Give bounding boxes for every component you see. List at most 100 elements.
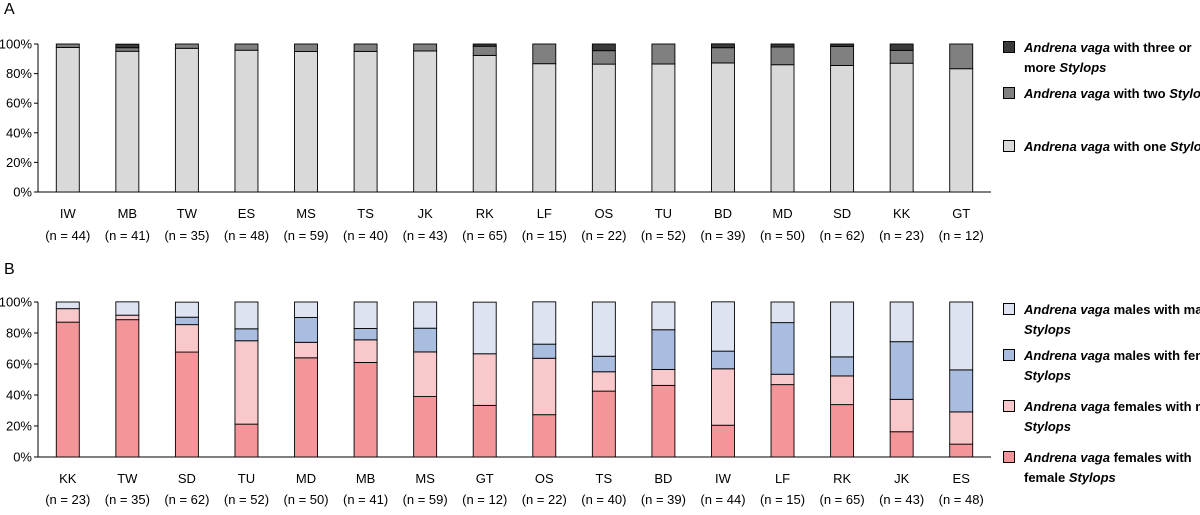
x-tick-label-b: MB [356, 471, 376, 486]
bar-segment-a-gt-s0 [949, 68, 974, 193]
bar-segment-a-tw-s1 [174, 43, 199, 49]
sample-size-label-b: (n = 15) [760, 492, 805, 507]
bar-segment-b-kk-s1 [55, 308, 80, 323]
bar-segment-a-ts-s0 [353, 50, 378, 193]
bar-segment-a-iw-s0 [55, 46, 80, 193]
x-tick-label-a: TU [655, 206, 672, 221]
bar-segment-b-jk-s2 [889, 341, 914, 400]
bar-segment-b-gt-s3 [472, 301, 497, 355]
bar-segment-b-tu-s3 [234, 301, 259, 330]
bar-segment-b-jk-s0 [889, 431, 914, 458]
x-tick-label-a: LF [537, 206, 552, 221]
sample-size-label-a: (n = 40) [343, 228, 388, 243]
sample-size-label-a: (n = 48) [224, 228, 269, 243]
legend-item-a: Andrena vaga with one Stylops [1003, 137, 1200, 157]
legend-label-part: with one [1109, 139, 1170, 154]
legend-item-b: Andrena vaga males with female Stylops [1003, 346, 1200, 386]
legend-label-part: females with female [1024, 450, 1192, 485]
bar-segment-b-lf-s3 [770, 301, 795, 324]
legend-label: Andrena vaga females with male Stylops [1024, 397, 1200, 437]
y-tick-label-a: 20% [6, 155, 32, 170]
bar-segment-b-mb-s3 [353, 301, 378, 329]
bar-segment-b-es-s3 [949, 301, 974, 371]
legend-label-part: Stylops [1024, 368, 1071, 383]
sample-size-label-a: (n = 65) [462, 228, 507, 243]
bar-segment-a-jk-s1 [413, 43, 438, 52]
x-tick-label-b: TS [596, 471, 613, 486]
bar-segment-b-ts-s0 [591, 390, 616, 458]
sample-size-label-b: (n = 65) [820, 492, 865, 507]
bar-segment-b-bd-s0 [651, 384, 676, 458]
legend-swatch [1003, 41, 1015, 53]
bar-segment-b-mb-s0 [353, 362, 378, 458]
legend-label-part: Andrena vaga [1024, 450, 1110, 465]
legend-item-b: Andrena vaga females with female Stylops [1003, 448, 1200, 488]
bar-segment-b-es-s2 [949, 369, 974, 413]
sample-size-label-a: (n = 41) [105, 228, 150, 243]
bar-segment-b-lf-s0 [770, 384, 795, 458]
bar-segment-a-iw-s1 [55, 43, 80, 48]
bar-segment-b-kk-s3 [55, 301, 80, 310]
legend-swatch [1003, 349, 1015, 361]
x-tick-label-b: JK [894, 471, 910, 486]
legend-label: Andrena vaga males with male Stylops [1024, 300, 1200, 340]
bar-segment-a-mb-s1 [115, 47, 140, 52]
sample-size-label-b: (n = 40) [581, 492, 626, 507]
sample-size-label-a: (n = 15) [522, 228, 567, 243]
bar-segment-b-bd-s2 [651, 329, 676, 370]
bar-segment-b-jk-s1 [889, 398, 914, 433]
bar-segment-a-kk-s1 [889, 49, 914, 64]
sample-size-label-b: (n = 35) [105, 492, 150, 507]
sample-size-label-b: (n = 50) [283, 492, 328, 507]
bar-segment-a-lf-s0 [532, 63, 557, 193]
bar-segment-a-os-s0 [591, 63, 616, 193]
bar-segment-b-os-s1 [532, 357, 557, 416]
y-tick-label-a: 40% [6, 125, 32, 140]
bar-segment-b-md-s0 [294, 357, 318, 458]
x-tick-label-a: BD [714, 206, 732, 221]
x-tick-label-a: JK [418, 206, 434, 221]
bar-segment-a-md-s2 [770, 43, 795, 48]
x-tick-label-b: OS [535, 471, 554, 486]
bar-segment-a-os-s2 [591, 43, 616, 52]
y-tick-label-b: 40% [6, 388, 32, 403]
legend-label-part: females with male [1113, 399, 1200, 414]
bar-segment-b-tu-s0 [234, 423, 259, 458]
bar-segment-b-sd-s2 [174, 316, 199, 326]
bar-segment-a-mb-s2 [115, 43, 140, 49]
sample-size-label-b: (n = 62) [164, 492, 209, 507]
bar-segment-b-md-s2 [294, 317, 318, 343]
legend-label: Andrena vaga with one Stylops [1024, 137, 1200, 157]
bar-segment-a-es-s1 [234, 43, 259, 51]
legend-label: Andrena vaga females with female Stylops [1024, 448, 1200, 488]
x-tick-label-b: GT [476, 471, 494, 486]
sample-size-label-b: (n = 52) [224, 492, 269, 507]
bar-segment-b-jk-s3 [889, 301, 914, 343]
bar-segment-a-gt-s1 [949, 43, 974, 70]
sample-size-label-a: (n = 12) [939, 228, 984, 243]
sample-size-label-a: (n = 35) [164, 228, 209, 243]
sample-size-label-b: (n = 39) [641, 492, 686, 507]
sample-size-label-b: (n = 48) [939, 492, 984, 507]
bar-segment-b-ts-s1 [591, 371, 616, 392]
x-tick-label-a: MD [772, 206, 792, 221]
legend-label-part: males with male [1113, 302, 1200, 317]
sample-size-label-a: (n = 44) [45, 228, 90, 243]
y-tick-label-a: 80% [6, 66, 32, 81]
sample-size-label-a: (n = 23) [879, 228, 924, 243]
bar-segment-a-tw-s0 [174, 47, 199, 193]
x-tick-label-b: TW [117, 471, 138, 486]
legend-label-part: Andrena vaga [1024, 139, 1110, 154]
x-tick-label-b: MS [415, 471, 435, 486]
x-tick-label-a: TS [357, 206, 374, 221]
y-tick-label-b: 100% [0, 295, 32, 310]
bar-segment-b-tu-s2 [234, 328, 259, 342]
x-tick-label-a: MB [118, 206, 138, 221]
bar-segment-b-sd-s1 [174, 324, 199, 353]
bar-segment-b-iw-s1 [711, 368, 735, 426]
bar-segment-b-rk-s1 [830, 375, 855, 406]
legend-label-part: Stylops [1024, 419, 1071, 434]
bar-segment-b-sd-s3 [174, 301, 199, 318]
